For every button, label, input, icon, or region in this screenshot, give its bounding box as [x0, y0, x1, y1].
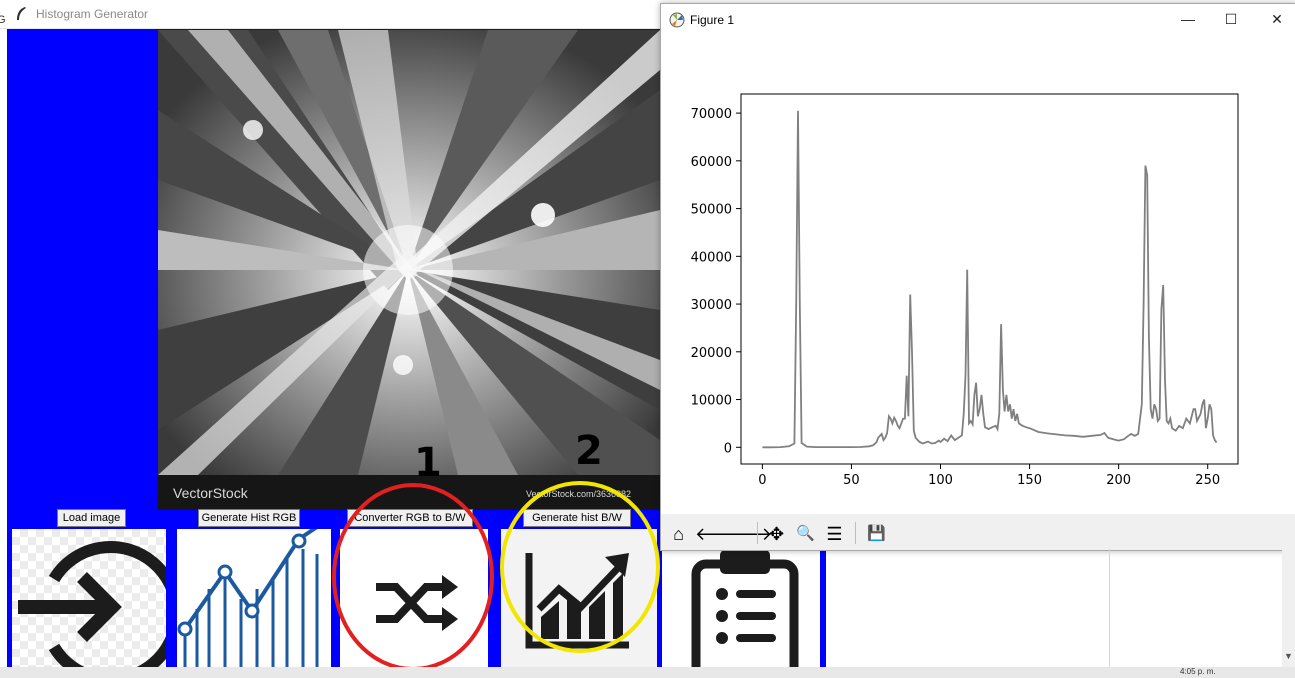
taskbar: 4:05 p. m.	[0, 667, 1295, 678]
generate-hist-bw-label[interactable]: Generate hist B/W	[523, 509, 631, 527]
main-window-title: Histogram Generator	[36, 7, 149, 21]
histogram-line	[762, 110, 1218, 449]
generate-hist-rgb-button[interactable]	[177, 529, 331, 669]
watermark-url: VectorStock.com/3636882	[526, 489, 632, 499]
figure-toolbar: ⌂ 🡐 🡒 ✥ 🔍 ☰ 💾	[661, 514, 1295, 550]
generate-hist-bw-button[interactable]	[501, 529, 657, 669]
x-tick-label: 200	[1106, 473, 1131, 488]
annotation-number-2: 2	[575, 428, 603, 474]
x-tick-label: 50	[843, 473, 860, 488]
y-tick-label: 10000	[691, 394, 732, 409]
generate-hist-rgb-label[interactable]: Generate Hist RGB	[198, 509, 300, 527]
watermark-brand: VectorStock	[173, 485, 248, 501]
minimize-button[interactable]: —	[1181, 11, 1195, 27]
watermark-bar: VectorStock VectorStock.com/3636882	[158, 475, 660, 510]
histogram-chart: 0 50 100 150 200 250 0 10000 20000 30000 40000 5000…	[691, 93, 1239, 488]
clipboard-list-icon	[691, 550, 799, 669]
home-icon[interactable]: ⌂	[673, 524, 684, 544]
load-image-button[interactable]	[12, 529, 166, 669]
y-tick-label: 20000	[691, 346, 732, 361]
shuffle-icon	[376, 575, 458, 631]
window-edge-label: G	[0, 14, 6, 26]
x-tick-label: 0	[758, 473, 766, 488]
feather-icon	[17, 7, 26, 20]
vertical-scrollbar[interactable]: ▼	[1282, 549, 1295, 667]
forward-arrow-icon[interactable]: 🡒	[724, 524, 773, 544]
maximize-button[interactable]: ☐	[1224, 11, 1238, 27]
toolbar-separator	[757, 522, 758, 544]
y-tick-label: 50000	[691, 203, 732, 218]
matplotlib-logo-icon	[669, 12, 685, 28]
close-button[interactable]: ✕	[1271, 11, 1283, 27]
x-tick-label: 250	[1195, 473, 1220, 488]
figure-window[interactable]: Figure 1 — ☐ ✕ 0 50 100 150 200 250 0 10000 2000…	[660, 3, 1295, 551]
line-chart-icon	[177, 529, 319, 669]
y-tick-label: 0	[724, 441, 732, 456]
scroll-down-icon[interactable]: ▼	[1284, 651, 1293, 661]
pan-icon[interactable]: ✥	[768, 524, 785, 544]
load-image-label[interactable]: Load image	[57, 509, 126, 527]
growth-chart-icon	[525, 553, 629, 649]
converter-rgb-to-bw-button[interactable]	[340, 529, 488, 669]
save-icon[interactable]: 💾	[867, 525, 886, 542]
main-window-titlebar[interactable]: Histogram Generator	[0, 0, 660, 29]
plot-frame	[740, 93, 1239, 465]
back-arrow-icon[interactable]: 🡐	[695, 524, 744, 544]
converter-rgb-to-bw-label[interactable]: Converter RGB to B/W	[347, 509, 473, 527]
login-arrow-icon	[18, 541, 166, 669]
abstract-rays-image	[158, 30, 660, 475]
x-tick-label: 150	[1017, 473, 1042, 488]
configure-subplots-icon[interactable]: ☰	[826, 524, 843, 544]
taskbar-clock: 4:05 p. m.	[1180, 667, 1216, 676]
toolbar-separator	[855, 522, 856, 544]
zoom-icon[interactable]: 🔍	[796, 525, 815, 542]
loaded-image-panel: VectorStock VectorStock.com/3636882	[158, 30, 660, 510]
y-tick-label: 60000	[691, 155, 732, 170]
background-window-divider	[1109, 549, 1110, 667]
y-tick-label: 30000	[691, 298, 732, 313]
y-tick-label: 70000	[691, 107, 732, 122]
annotation-number-1: 1	[414, 440, 442, 486]
figure-window-title: Figure 1	[690, 13, 735, 27]
x-tick-label: 100	[928, 473, 953, 488]
y-tick-label: 40000	[691, 250, 732, 265]
